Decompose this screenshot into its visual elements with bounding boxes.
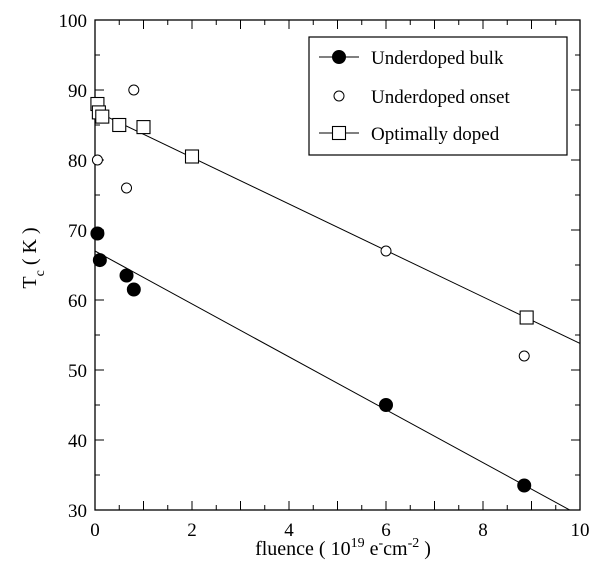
data-point-series-0 xyxy=(517,478,532,493)
data-point-series-0 xyxy=(92,253,107,268)
legend-marker-1 xyxy=(333,90,345,102)
y-tick-label: 30 xyxy=(68,501,87,522)
x-tick-label: 10 xyxy=(571,520,590,541)
legend-marker-0 xyxy=(332,50,346,64)
y-tick-label: 80 xyxy=(68,151,87,172)
data-point-series-2 xyxy=(184,149,200,164)
data-point-series-0 xyxy=(119,268,134,283)
x-tick-label: 6 xyxy=(381,520,391,541)
data-point-series-0 xyxy=(379,398,393,412)
data-point-series-1 xyxy=(121,182,133,194)
data-point-series-0 xyxy=(126,282,141,297)
y-tick-label: 100 xyxy=(59,11,88,32)
legend: Underdoped bulk Underdoped onset Optimally… xyxy=(308,36,568,156)
y-axis-title: Tc ( K ) xyxy=(19,227,48,288)
x-tick-label: 4 xyxy=(284,520,294,541)
data-point-series-1 xyxy=(91,154,103,166)
y-tick-label: 50 xyxy=(68,361,87,382)
legend-marker-2 xyxy=(331,125,347,141)
y-tick-label: 70 xyxy=(68,221,87,242)
data-point-series-2 xyxy=(95,109,110,124)
legend-label-1: Underdoped onset xyxy=(371,87,510,108)
x-axis-title: fluence ( 1019 e-cm-2 ) xyxy=(255,536,431,560)
y-tick-label: 40 xyxy=(68,431,87,452)
y-tick-label: 90 xyxy=(68,81,87,102)
data-point-series-1 xyxy=(380,245,392,257)
data-point-series-2 xyxy=(136,120,151,135)
x-tick-label: 2 xyxy=(187,520,197,541)
data-point-series-2 xyxy=(519,310,534,325)
fit-line-series-0 xyxy=(95,250,571,510)
data-point-series-1 xyxy=(518,350,530,362)
legend-label-0: Underdoped bulk xyxy=(371,48,504,69)
fit-line-series-2 xyxy=(95,110,580,344)
data-point-series-1 xyxy=(128,84,140,96)
x-tick-label: 0 xyxy=(90,520,100,541)
data-point-series-2 xyxy=(112,117,127,133)
x-tick-label: 8 xyxy=(478,520,488,541)
data-point-series-0 xyxy=(90,226,105,241)
legend-label-2: Optimally doped xyxy=(371,124,500,145)
y-tick-label: 60 xyxy=(68,291,87,312)
